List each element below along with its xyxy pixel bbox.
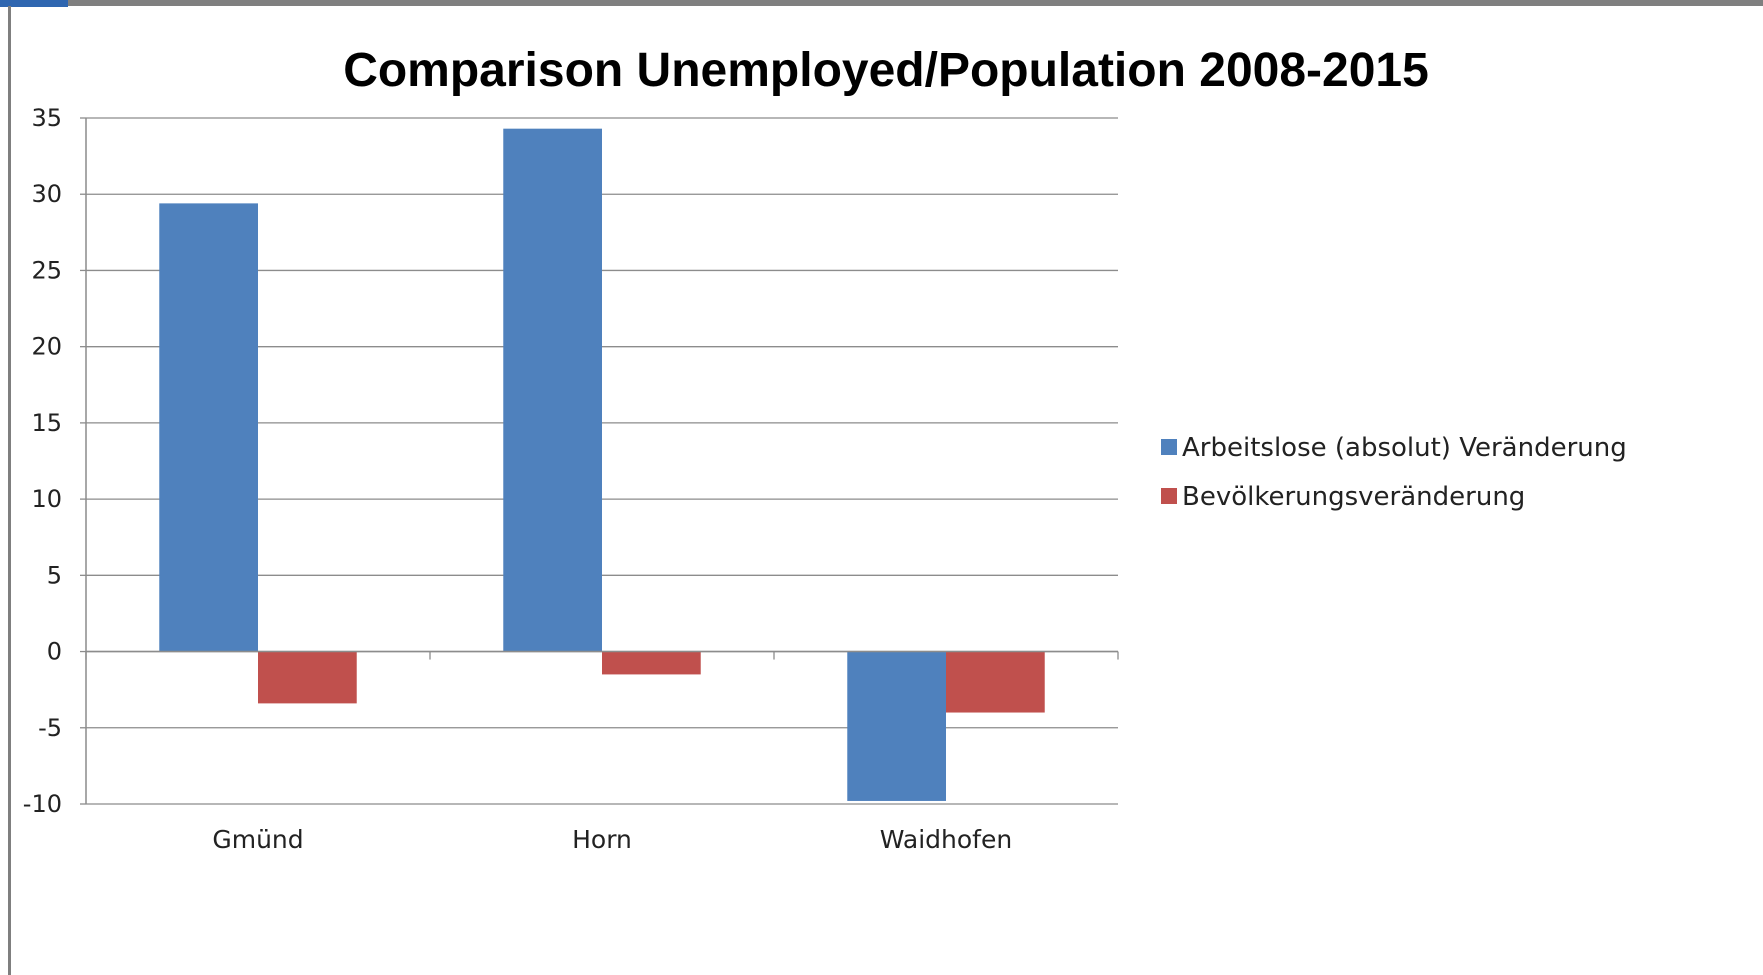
- y-tick-label: -10: [23, 790, 62, 818]
- legend-swatch: [1161, 439, 1177, 455]
- bar-bevoelkerung: [946, 651, 1045, 713]
- y-tick-label: 20: [31, 333, 62, 361]
- chart-svg: Comparison Unemployed/Population 2008-20…: [23, 44, 1627, 854]
- y-tick-label: 15: [31, 409, 62, 437]
- y-tick-label: 25: [31, 256, 62, 284]
- bar-bevoelkerung: [258, 651, 357, 704]
- bar-arbeitslose: [159, 203, 258, 652]
- legend-label: Bevölkerungsveränderung: [1182, 482, 1525, 512]
- x-category-label: Gmünd: [212, 825, 303, 854]
- axes: -10 -5 0 5 10 15 20 25 30 35 Gmünd Horn Waidhofen: [23, 104, 1119, 854]
- legend-swatch: [1161, 488, 1177, 504]
- x-category-label: Waidhofen: [880, 825, 1012, 854]
- corner-accent: [0, 0, 68, 7]
- y-tick-label: 0: [47, 638, 62, 666]
- legend: Arbeitslose (absolut) Veränderung Bevölke…: [1161, 433, 1627, 512]
- y-tick-label: 35: [31, 104, 62, 132]
- bar-arbeitslose: [847, 651, 946, 801]
- bar-bevoelkerung: [602, 651, 701, 675]
- chart-area: Comparison Unemployed/Population 2008-20…: [11, 6, 1763, 975]
- bar-arbeitslose: [503, 128, 602, 652]
- chart-title: Comparison Unemployed/Population 2008-20…: [343, 44, 1429, 97]
- bars: [159, 128, 1045, 801]
- legend-label: Arbeitslose (absolut) Veränderung: [1182, 433, 1627, 463]
- y-tick-label: -5: [38, 714, 62, 742]
- x-category-label: Horn: [572, 825, 632, 854]
- window-left-border: [8, 6, 11, 975]
- y-tick-label: 30: [31, 180, 62, 208]
- y-tick-label: 10: [31, 485, 62, 513]
- window-top-border: [0, 0, 1763, 6]
- y-tick-label: 5: [47, 561, 62, 589]
